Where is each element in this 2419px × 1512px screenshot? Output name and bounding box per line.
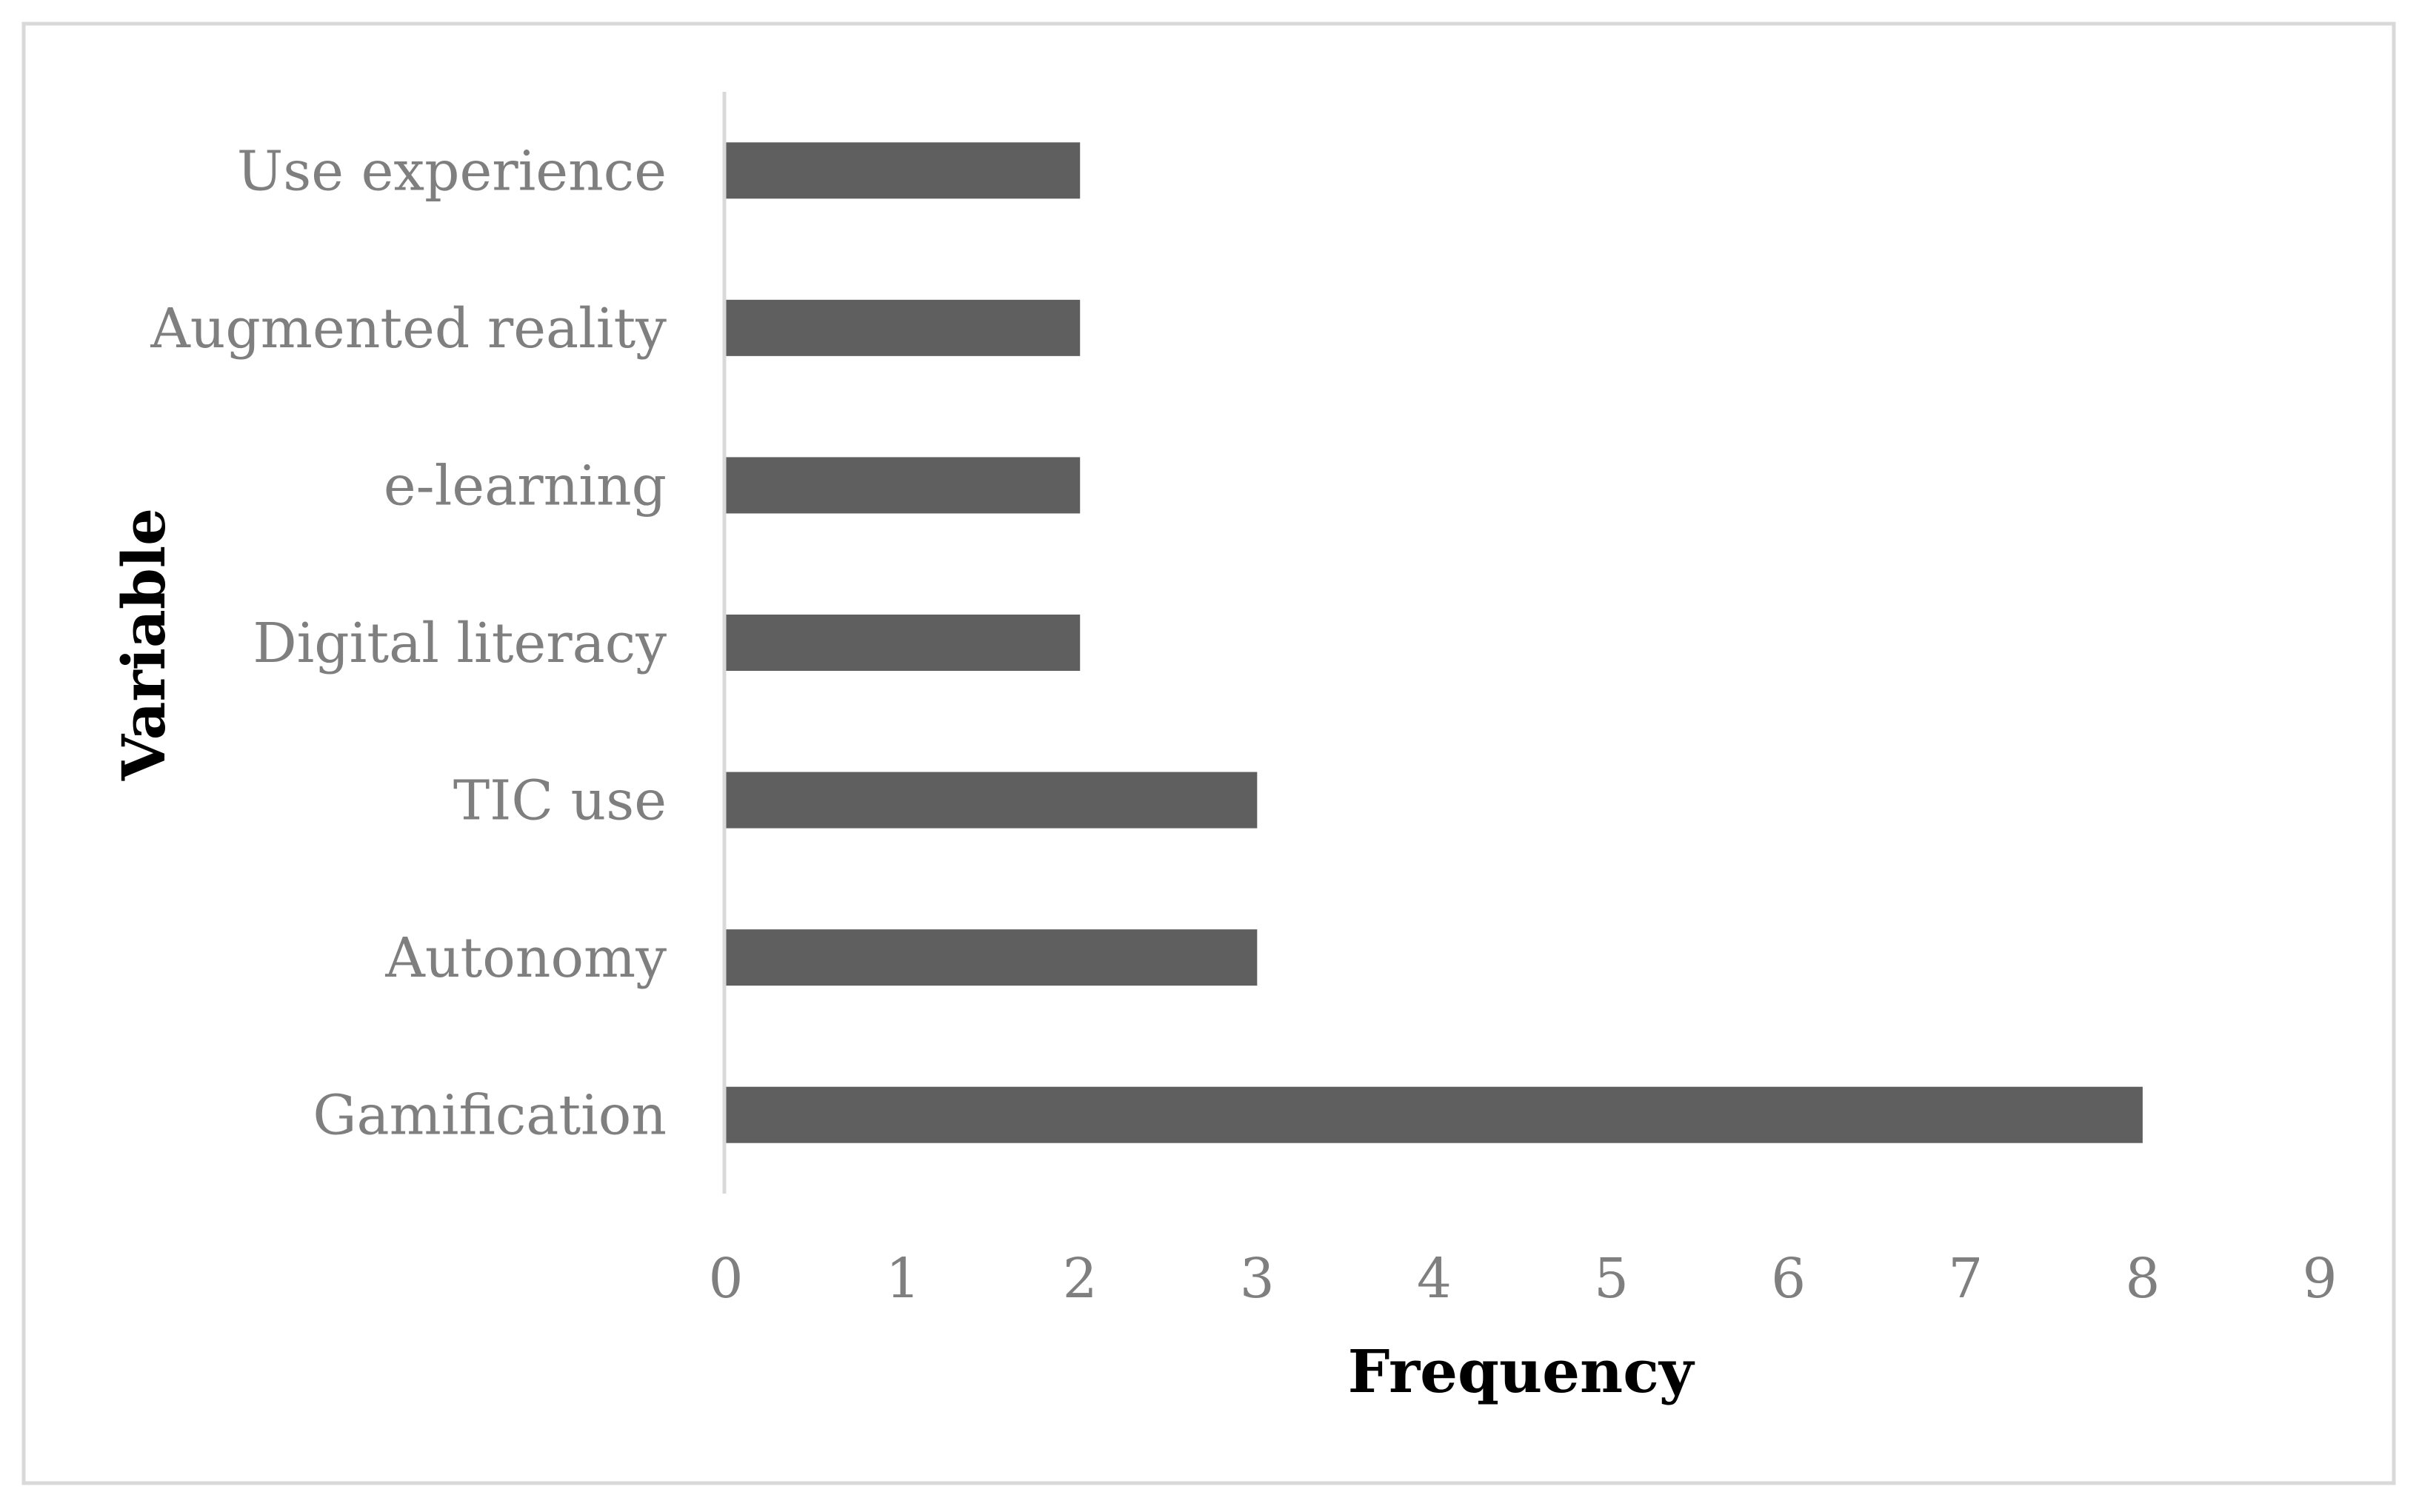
y-axis-title: Variable	[109, 508, 178, 781]
bar-tic-use	[726, 772, 1258, 829]
x-tick-labels: 0 1 2 3 4 5 6 7 8 9	[708, 1247, 2337, 1311]
category-label: e-learning	[384, 454, 667, 518]
bar-gamification	[726, 1086, 2143, 1143]
category-label: Digital literacy	[253, 612, 667, 675]
x-tick-label: 3	[1240, 1247, 1275, 1311]
bar-e-learning	[726, 457, 1081, 514]
bar-augmented-reality	[726, 299, 1081, 356]
x-tick-label: 4	[1417, 1247, 1452, 1311]
bars-group	[726, 142, 2143, 1143]
category-label: Gamification	[313, 1084, 667, 1148]
category-label: Augmented reality	[150, 297, 667, 361]
chart-frame	[21, 21, 2396, 1485]
x-tick-label: 8	[2125, 1247, 2160, 1311]
bar-autonomy	[726, 929, 1258, 986]
x-tick-label: 9	[2302, 1247, 2337, 1311]
x-tick-label: 1	[886, 1247, 921, 1311]
x-axis-title: Frequency	[1348, 1337, 1695, 1406]
category-labels: Gamification Autonomy TIC use Digital liter…	[150, 139, 667, 1147]
x-tick-label: 2	[1063, 1247, 1098, 1311]
category-label: TIC use	[453, 769, 667, 833]
bar-digital-literacy	[726, 615, 1081, 671]
x-tick-label: 6	[1771, 1247, 1806, 1311]
bar-use-experience	[726, 142, 1081, 199]
category-label: Use experience	[237, 139, 667, 203]
x-tick-label: 0	[708, 1247, 743, 1311]
category-label: Autonomy	[384, 926, 667, 990]
x-tick-label: 7	[1948, 1247, 1983, 1311]
x-tick-label: 5	[1594, 1247, 1629, 1311]
